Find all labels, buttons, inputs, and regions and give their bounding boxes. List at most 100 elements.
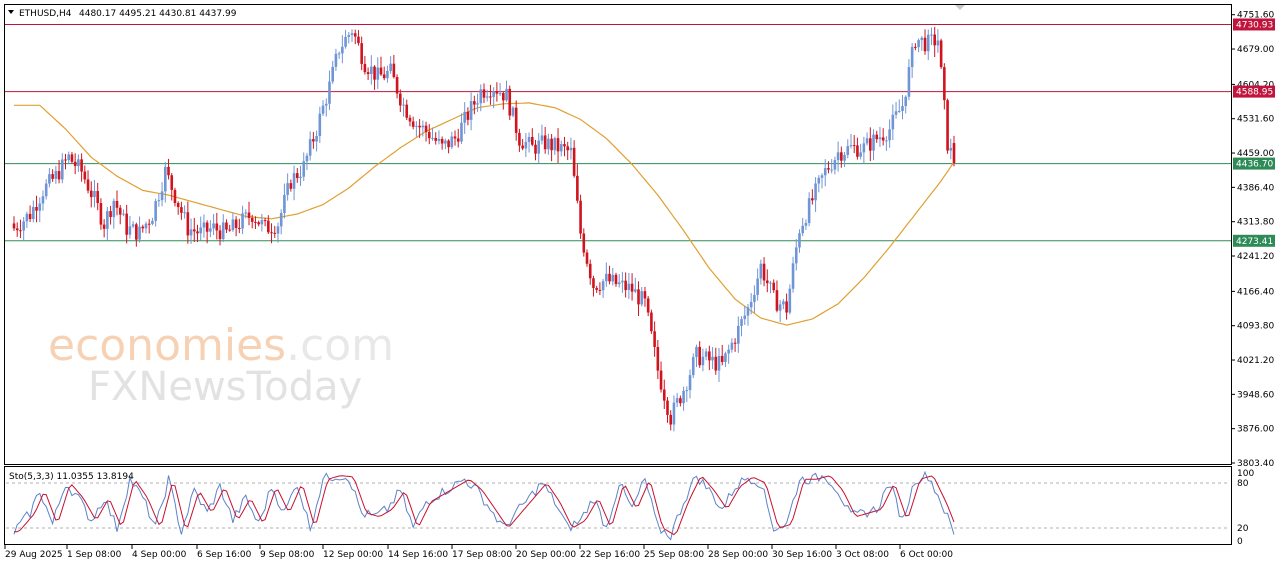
candle-body xyxy=(662,389,666,401)
candle xyxy=(392,54,396,79)
stochastic-tick-label-0: 100 xyxy=(1237,469,1254,479)
candle xyxy=(804,219,808,230)
candle xyxy=(601,278,605,298)
candle xyxy=(324,98,328,117)
candle-body xyxy=(579,200,582,234)
candle xyxy=(115,190,119,216)
candle xyxy=(186,201,190,244)
candle xyxy=(118,205,122,225)
candle-body xyxy=(453,136,457,139)
candle-body xyxy=(402,104,405,106)
moving-average-line xyxy=(14,102,955,326)
scroll-marker-icon[interactable] xyxy=(955,5,965,10)
candle xyxy=(154,198,157,227)
candle xyxy=(727,344,730,364)
candle-body xyxy=(86,179,90,191)
chart-header[interactable]: ETHUSD,H4 4480.17 4495.21 4430.81 4437.9… xyxy=(8,9,237,19)
candle xyxy=(753,285,756,313)
candle xyxy=(389,56,392,74)
candle xyxy=(225,219,228,234)
candle-body xyxy=(324,103,328,106)
time-tick-label-14: 6 Oct 00:00 xyxy=(900,550,953,560)
candle-body xyxy=(914,46,917,48)
candle xyxy=(485,89,489,102)
candle-body xyxy=(353,33,357,37)
candle-body xyxy=(772,282,776,291)
candle xyxy=(923,29,927,55)
candle xyxy=(840,146,843,168)
candle xyxy=(634,277,637,294)
candle xyxy=(688,369,692,399)
candle-body xyxy=(357,36,360,44)
candle-body xyxy=(756,278,759,295)
candle xyxy=(440,136,444,150)
candle-body xyxy=(44,183,48,197)
candle-body xyxy=(640,291,644,305)
candle-body xyxy=(347,35,351,37)
candle xyxy=(270,223,273,244)
candle-body xyxy=(405,104,409,118)
candle-body xyxy=(202,222,206,228)
candle-body xyxy=(627,283,631,291)
candle xyxy=(637,281,640,316)
candle-body xyxy=(878,137,882,140)
candle xyxy=(765,269,769,293)
level-label-0: 4730.93 xyxy=(1236,20,1273,30)
candle-body xyxy=(698,346,701,366)
candle-body xyxy=(714,356,718,371)
candle-body xyxy=(807,198,811,223)
candle-body xyxy=(952,143,956,163)
candle-body xyxy=(286,183,289,195)
time-tick-label-2: 4 Sep 00:00 xyxy=(132,550,187,560)
stochastic-tick-label-1: 80 xyxy=(1237,479,1249,489)
candle xyxy=(60,153,64,184)
candle-body xyxy=(386,70,389,79)
candle xyxy=(865,132,869,146)
candle xyxy=(131,221,135,229)
candle-body xyxy=(109,211,112,218)
time-tick-label-10: 25 Sep 08:00 xyxy=(644,550,704,560)
candle xyxy=(672,395,676,432)
candle-body xyxy=(257,222,260,225)
candle xyxy=(527,132,531,153)
candle-body xyxy=(524,141,528,149)
candle-body xyxy=(431,137,434,139)
candle-body xyxy=(791,263,795,289)
candle xyxy=(221,214,225,243)
candle-body xyxy=(337,53,341,55)
candle-body xyxy=(276,226,280,234)
candle-body xyxy=(315,136,318,142)
candle-body xyxy=(250,217,254,222)
candle xyxy=(830,159,833,174)
candle xyxy=(135,222,138,247)
candle-body xyxy=(299,176,302,179)
candle-body xyxy=(711,356,714,361)
candle xyxy=(460,113,463,144)
candle-body xyxy=(566,146,569,151)
candle-body xyxy=(395,77,399,94)
candle-body xyxy=(318,113,322,137)
candle-body xyxy=(344,36,347,47)
candle-body xyxy=(205,222,209,232)
candle-body xyxy=(267,220,270,233)
candle-body xyxy=(492,91,495,97)
candle xyxy=(199,216,203,241)
chevron-down-icon[interactable] xyxy=(8,10,14,14)
candle xyxy=(386,65,389,83)
candle xyxy=(772,279,776,293)
candle-body xyxy=(688,375,692,391)
candle xyxy=(849,133,853,149)
candle-body xyxy=(70,154,74,162)
candle-body xyxy=(897,111,901,113)
candle xyxy=(711,347,714,370)
candle xyxy=(782,298,785,310)
candle xyxy=(749,293,753,315)
candle xyxy=(836,141,840,172)
candle-body xyxy=(502,93,505,101)
candle-body xyxy=(15,228,19,231)
candle xyxy=(57,159,61,184)
candle xyxy=(431,127,434,141)
candle-body xyxy=(830,169,833,171)
candle-body xyxy=(141,226,145,229)
candle-body xyxy=(118,207,122,215)
